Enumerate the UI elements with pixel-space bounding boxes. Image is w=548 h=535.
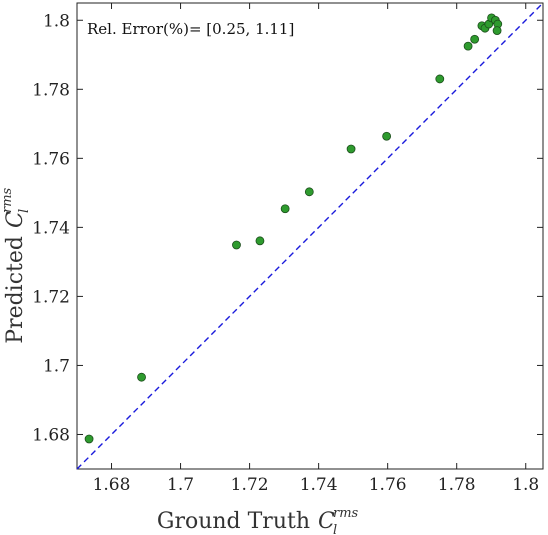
data-point <box>470 34 480 44</box>
x-tick-label: 1.7 <box>167 475 194 495</box>
data-point <box>492 26 502 36</box>
y-axis-ticks: 1.68 1.7 1.72 1.74 1.76 1.78 1.8 <box>32 11 543 445</box>
data-point <box>435 74 445 84</box>
plot-area: 1.68 1.7 1.72 1.74 1.76 1.78 1.8 1.681.71.721.… <box>32 2 544 495</box>
y-tick-label: 1.76 <box>32 149 70 169</box>
y-tick-label: 1.78 <box>32 80 70 100</box>
data-point <box>280 204 290 214</box>
data-point <box>346 144 356 154</box>
data-point <box>463 41 473 51</box>
data-point <box>255 236 265 246</box>
x-axis-ticks: 1.68 1.7 1.72 1.74 1.76 1.78 1.8 <box>93 3 539 495</box>
y-tick-label: 1.8 <box>43 11 70 31</box>
y-tick-label: 1.74 <box>32 218 70 238</box>
data-point <box>382 131 392 141</box>
plot-frame <box>76 2 544 470</box>
y-tick-label: 1.68 <box>32 425 70 445</box>
data-point <box>84 434 94 444</box>
y-axis-variable-superscript: rms <box>0 187 15 213</box>
x-tick-label: 1.8 <box>512 475 539 495</box>
x-tick-label: 1.76 <box>369 475 407 495</box>
x-axis-title: Ground Truth C l rms <box>157 506 359 535</box>
y-tick-label: 1.72 <box>32 287 70 307</box>
y-axis-title: Predicted C l rms <box>0 187 32 343</box>
x-tick-label: 1.74 <box>300 475 338 495</box>
x-tick-label: 1.72 <box>231 475 269 495</box>
x-axis-variable-subscript: l <box>333 523 337 535</box>
x-axis-variable: C <box>318 509 335 534</box>
y-axis-variable: C <box>3 211 28 228</box>
y-tick-label: 1.7 <box>43 356 70 376</box>
x-tick-label: 1.78 <box>438 475 476 495</box>
x-tick-label: 1.68 <box>93 475 131 495</box>
data-point <box>232 240 241 250</box>
y-axis-label: Predicted <box>3 236 28 344</box>
data-point <box>137 372 146 382</box>
relative-error-annotation: Rel. Error(%)= [0.25, 1.11] <box>87 20 294 38</box>
x-axis-label: Ground Truth <box>157 509 310 534</box>
x-axis-variable-superscript: rms <box>333 506 359 521</box>
data-points <box>84 13 503 444</box>
data-point <box>304 187 314 197</box>
y-axis-variable-subscript: l <box>17 209 32 213</box>
